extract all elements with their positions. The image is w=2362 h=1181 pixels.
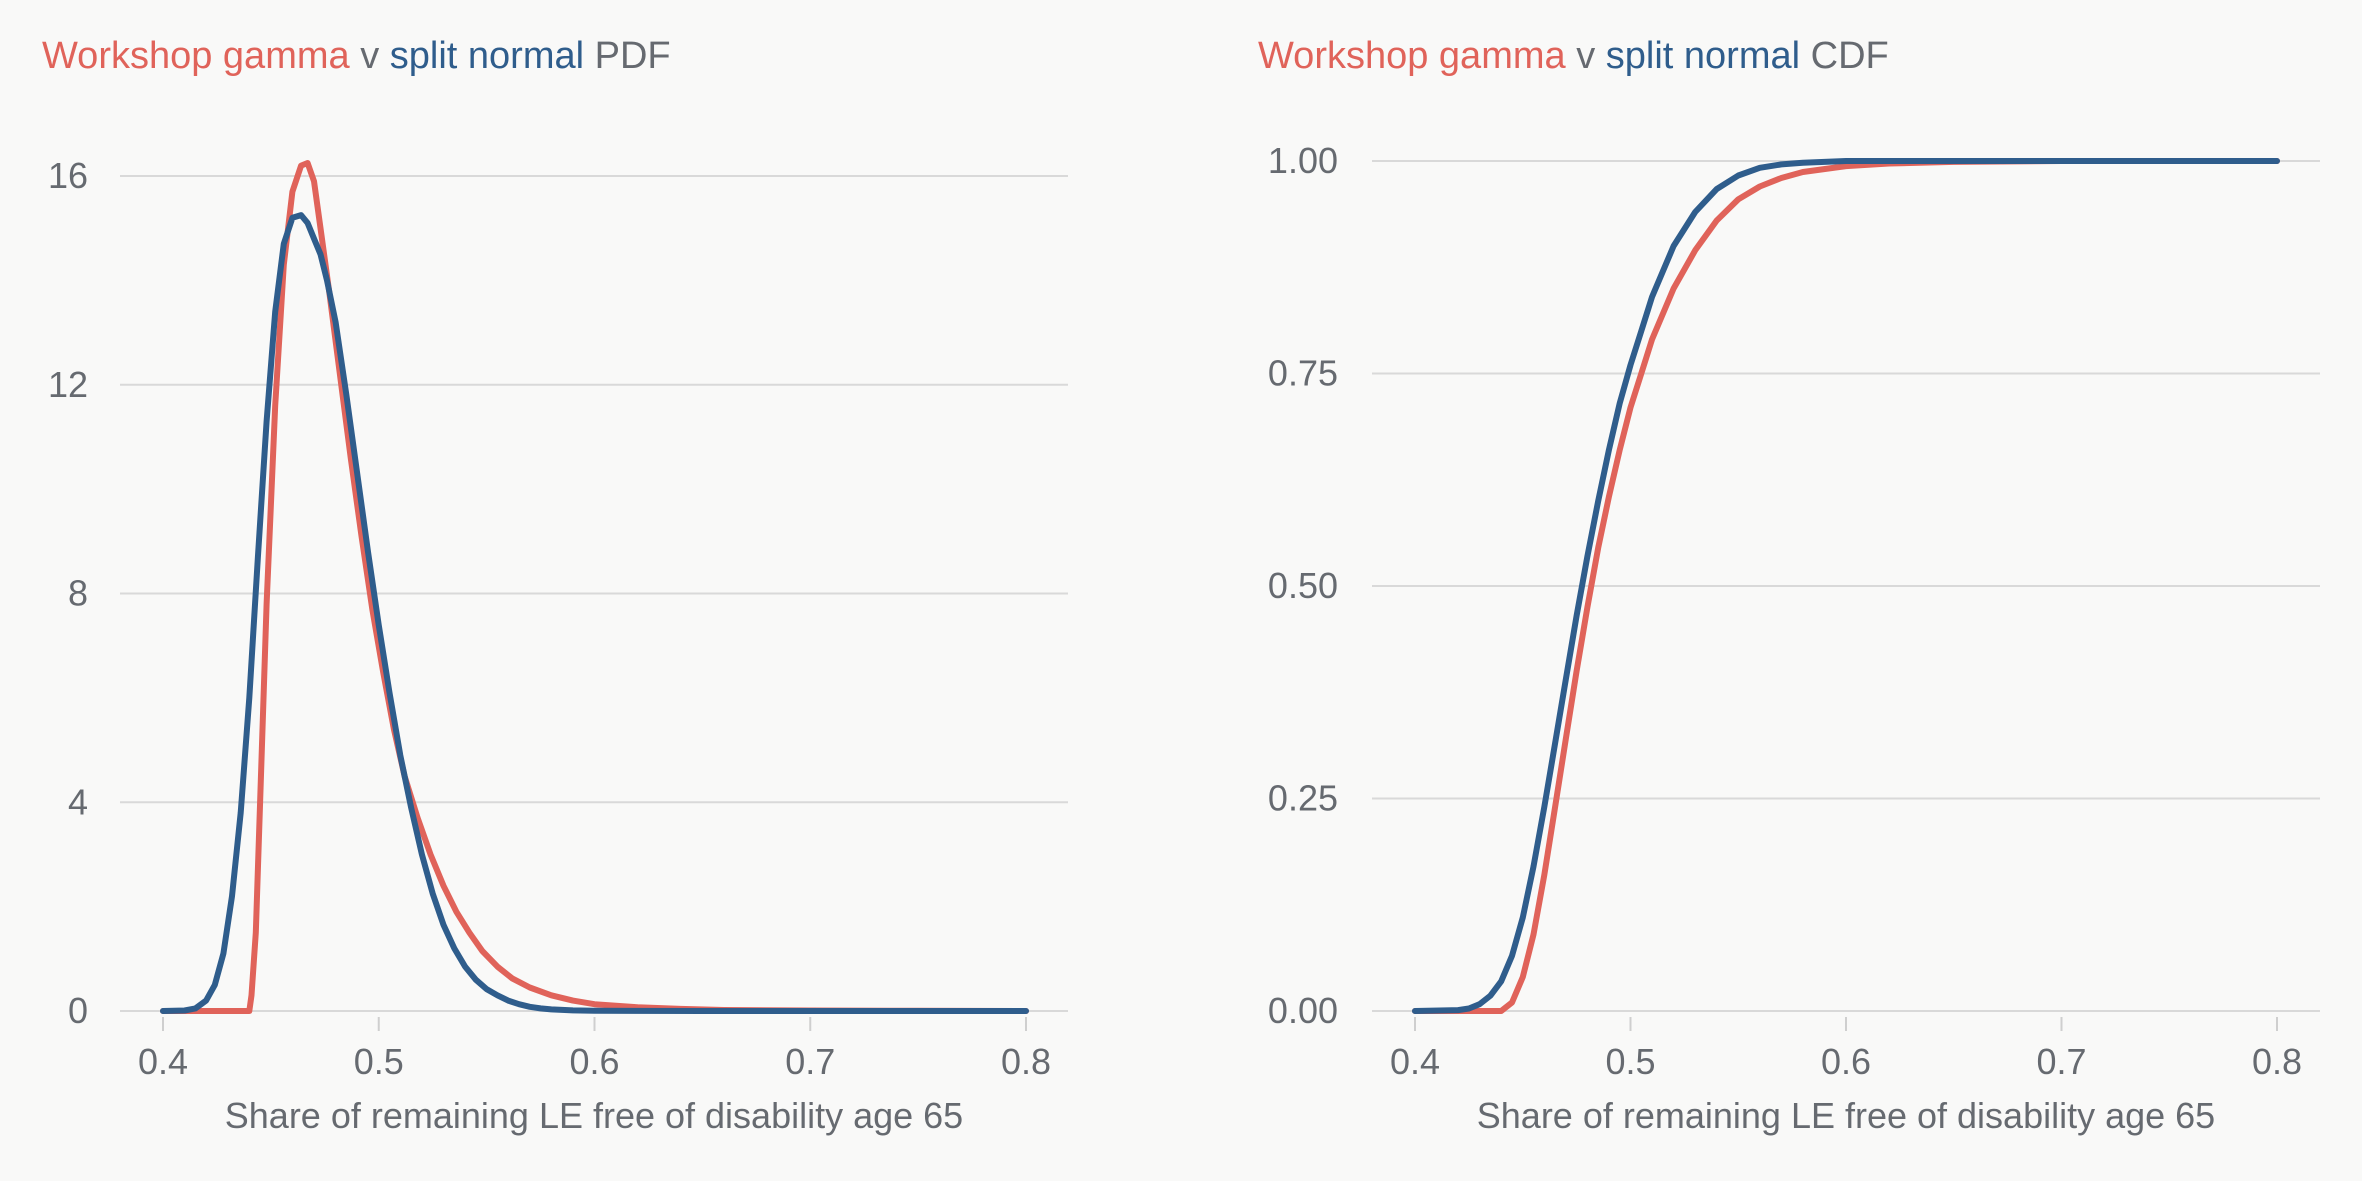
pdf-y-tick-label: 12 (48, 364, 88, 405)
pdf-y-tick-label: 0 (68, 990, 88, 1031)
pdf-title-part: Workshop gamma (42, 35, 351, 77)
pdf-title-part: v (350, 35, 390, 77)
pdf-split-normal-series-line (160, 212, 1029, 1014)
pdf-y-tick-label: 16 (48, 155, 88, 196)
pdf-y-tick-label: 4 (68, 781, 88, 822)
cdf-y-tick-label: 0.00 (1268, 990, 1338, 1031)
pdf-title-part: split normal (390, 35, 584, 77)
cdf-x-tick-label: 0.8 (2252, 1041, 2302, 1082)
cdf-x-tick-label: 0.4 (1390, 1041, 1440, 1082)
cdf-gamma-series-line (1412, 158, 2280, 1014)
pdf-title-part: PDF (584, 35, 671, 77)
pdf-x-tick-label: 0.6 (569, 1041, 619, 1082)
pdf-x-axis-label: Share of remaining LE free of disability… (225, 1095, 963, 1136)
cdf-x-tick-label: 0.5 (1605, 1041, 1655, 1082)
cdf-title-part: Workshop gamma (1258, 35, 1567, 77)
pdf-x-tick-label: 0.7 (785, 1041, 835, 1082)
cdf-title-part: split normal (1606, 35, 1800, 77)
pdf-x-tick-label: 0.5 (354, 1041, 404, 1082)
cdf-y-tick-label: 0.50 (1268, 565, 1338, 606)
cdf-title-part: v (1566, 35, 1606, 77)
cdf-y-tick-label: 0.75 (1268, 353, 1338, 394)
cdf-chart-title: Workshop gamma v split normal CDF (1258, 35, 1889, 77)
cdf-y-tick-label: 0.25 (1268, 778, 1338, 819)
cdf-title-part: CDF (1800, 35, 1889, 77)
pdf-x-tick-label: 0.4 (138, 1041, 188, 1082)
cdf-x-tick-label: 0.6 (1821, 1041, 1871, 1082)
pdf-gamma-series-line (160, 160, 1029, 1014)
cdf-x-axis-label: Share of remaining LE free of disability… (1477, 1095, 2215, 1136)
pdf-y-tick-label: 8 (68, 573, 88, 614)
pdf-panel: Workshop gamma v split normal PDF 0 4 8 12 16… (42, 35, 1068, 1136)
cdf-y-tick-label: 1.00 (1268, 140, 1338, 181)
pdf-chart-title: Workshop gamma v split normal PDF (42, 35, 671, 77)
pdf-x-tick-label: 0.8 (1001, 1041, 1051, 1082)
cdf-x-tick-label: 0.7 (2036, 1041, 2086, 1082)
cdf-split-normal-series-line (1412, 158, 2280, 1014)
cdf-panel: Workshop gamma v split normal CDF 0.00 0.2… (1258, 35, 2320, 1136)
